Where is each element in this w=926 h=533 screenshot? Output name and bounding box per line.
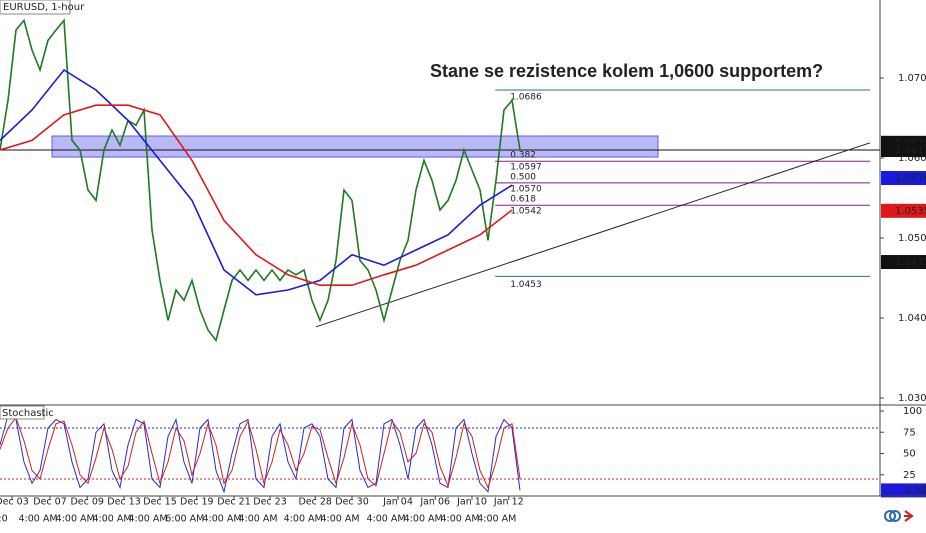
price-panel — [0, 18, 880, 343]
x-tick-label: Dec 15 — [143, 497, 177, 508]
fib-ratio-label: 0.382 — [510, 151, 536, 161]
series-line — [0, 68, 513, 296]
time-label: 4:00 AM — [320, 514, 359, 525]
x-tick-label: Jan 12 — [493, 497, 524, 508]
value-tag-label: 6.58 — [905, 485, 926, 496]
y-tick-label: 100 — [903, 406, 922, 417]
x-tick-label: Jan 10 — [456, 497, 487, 508]
time-label: 4:00 AM — [92, 514, 131, 525]
x-tick-label: Dec 30 — [335, 497, 369, 508]
x-tick-label: Dec 19 — [180, 497, 214, 508]
fib-price-label: 1.0453 — [510, 280, 542, 290]
trendline — [315, 142, 871, 328]
y-tick-label: 25 — [903, 470, 916, 481]
x-tick-label: Dec 13 — [107, 497, 141, 508]
logo[interactable] — [884, 510, 914, 522]
fib-price-label: 1.0542 — [510, 207, 542, 217]
time-label: 4:00 AM — [56, 514, 95, 525]
time-label: 4:00 AM — [128, 514, 167, 525]
time-label: 3:0 — [0, 514, 8, 525]
x-tick-label: Jan 04 — [382, 497, 413, 508]
time-label: 4:00 AM — [477, 514, 516, 525]
x-tick-label: Dec 03 — [0, 497, 29, 508]
price-tag-label: 1.0576 — [895, 173, 926, 184]
x-tick-label: Jan 06 — [419, 497, 450, 508]
indicator-label: Stochastic — [2, 408, 54, 419]
price-tag — [881, 171, 926, 186]
indicator-box — [0, 405, 45, 420]
x-tick-label: Dec 07 — [33, 497, 67, 508]
fib-ratio-label: 0.500 — [510, 172, 536, 182]
price-tag — [881, 255, 926, 270]
time-label: 6:00 AM — [165, 514, 204, 525]
price-tag — [881, 143, 926, 158]
series-line — [0, 18, 521, 343]
time-label: 4:00 AM — [404, 514, 443, 525]
price-tag-label: 1.0471 — [895, 257, 926, 268]
time-label: 4:00 AM — [202, 514, 241, 525]
x-tick-label: Dec 09 — [70, 497, 104, 508]
y-tick-label: 50 — [903, 449, 916, 460]
symbol-label: EURUSD, 1-hour — [3, 2, 85, 13]
time-label: 4:00 AM — [440, 514, 479, 525]
annotation: Stane se rezistence kolem 1,0600 support… — [430, 61, 823, 81]
stochastic-panel — [0, 414, 880, 494]
fib-ratio-label: 0.618 — [510, 195, 536, 205]
series-line — [0, 414, 521, 494]
series-line — [0, 416, 521, 489]
time-label: 4:00 AM — [18, 514, 57, 525]
time-label: 4:00 AM — [366, 514, 405, 525]
price-tag-label: 1.0535 — [895, 206, 926, 217]
price-tag — [881, 203, 926, 218]
y-tick-label: 1.0701 — [898, 73, 926, 84]
time-label: 4:00 AM — [238, 514, 277, 525]
fib-price-label: 1.0686 — [510, 93, 542, 103]
x-tick-label: Dec 28 — [298, 497, 332, 508]
resistance-zone — [51, 135, 659, 158]
x-tick-label: Dec 23 — [253, 497, 287, 508]
fib-price-label: 1.0597 — [510, 163, 542, 173]
time-label: 4:00 AM — [284, 514, 323, 525]
fib-price-label: 1.0570 — [510, 184, 542, 194]
value-tag — [881, 483, 926, 498]
y-tick-label: 75 — [903, 427, 916, 438]
series-line — [0, 104, 513, 286]
symbol-box — [0, 0, 71, 15]
x-tick-label: Dec 21 — [217, 497, 251, 508]
